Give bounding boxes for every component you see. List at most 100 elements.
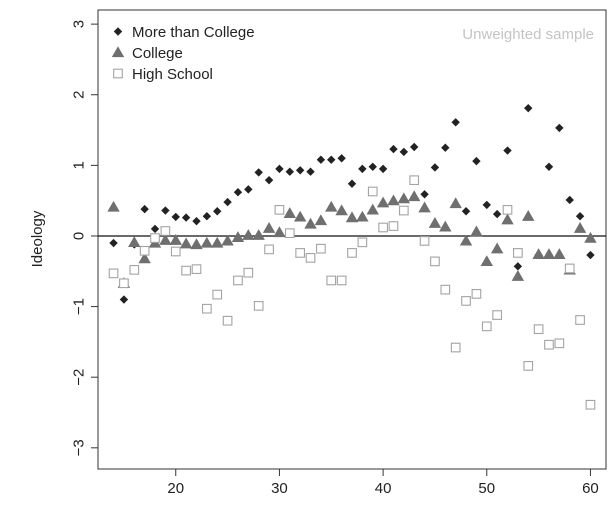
point-more-than-college [544,162,554,171]
point-more-than-college [430,163,440,172]
point-more-than-college [461,207,471,216]
point-high-school [513,248,523,258]
point-high-school [336,275,347,286]
point-college [273,226,286,238]
point-college [242,229,255,240]
point-high-school [544,339,554,350]
point-college [356,210,369,222]
point-college [470,225,483,237]
point-college [480,255,493,267]
point-more-than-college [420,190,429,199]
point-college [397,192,411,204]
point-college [325,200,338,212]
point-more-than-college [233,187,243,197]
point-high-school [575,315,585,325]
point-more-than-college [565,195,574,205]
point-high-school [243,267,254,278]
x-tick-label: 30 [271,480,288,497]
point-college [573,222,587,233]
point-high-school [316,243,326,254]
legend-marker-college [111,46,125,58]
point-more-than-college [524,103,533,113]
point-college [335,204,348,216]
y-tick-label: 0 [70,232,87,240]
point-high-school [347,248,357,258]
point-more-than-college [140,204,149,214]
annotation-text: Unweighted sample [462,26,594,43]
point-more-than-college [492,209,502,219]
point-college [304,217,317,229]
point-more-than-college [119,295,129,304]
point-high-school [492,310,502,320]
point-more-than-college [503,146,512,155]
point-high-school [274,204,285,215]
point-high-school [139,245,150,256]
point-high-school [440,284,451,295]
point-more-than-college [327,155,336,164]
point-high-school [108,268,119,279]
point-college [376,196,390,208]
data-points [107,103,597,410]
point-college [428,217,442,228]
point-high-school [481,321,492,332]
point-college [459,234,473,246]
point-high-school [502,204,513,215]
point-high-school [233,275,243,286]
point-more-than-college [150,224,160,234]
point-college [200,236,214,248]
point-college [511,270,525,281]
point-college [138,252,151,264]
point-more-than-college [513,262,523,271]
point-high-school [222,315,233,326]
point-college [532,248,545,259]
point-more-than-college [161,206,170,215]
legend-marker-more-than-college [113,27,123,36]
point-more-than-college [482,200,491,210]
point-more-than-college [181,213,191,222]
point-more-than-college [358,164,367,174]
point-high-school [554,338,565,349]
point-more-than-college [202,211,212,221]
point-more-than-college [244,185,253,194]
point-more-than-college [295,166,305,175]
point-high-school [461,296,471,306]
point-high-school [378,222,388,233]
point-college [128,236,141,247]
point-high-school [533,324,544,335]
point-college [522,209,535,221]
point-high-school [150,233,160,243]
legend: More than College College High School [111,24,255,83]
point-more-than-college [575,211,585,221]
point-more-than-college [586,250,595,260]
point-college [293,210,307,222]
point-college [262,222,276,233]
point-more-than-college [337,154,346,163]
point-high-school [253,301,264,311]
point-high-school [160,226,171,236]
point-college [190,238,203,250]
point-more-than-college [109,238,118,248]
point-more-than-college [378,164,388,174]
point-high-school [202,303,212,314]
point-high-school [450,342,461,353]
point-high-school [357,237,368,248]
point-high-school [585,399,596,410]
point-more-than-college [347,179,357,188]
point-high-school [212,289,223,300]
point-college [107,200,120,212]
point-more-than-college [171,212,180,222]
point-college [314,214,328,226]
point-high-school [471,289,482,299]
point-more-than-college [254,168,263,177]
point-more-than-college [399,147,409,157]
point-high-school [295,248,306,258]
point-high-school [430,256,440,267]
point-college [221,234,234,246]
point-high-school [129,265,140,275]
point-college [169,234,182,245]
point-high-school [388,221,399,231]
point-high-school [564,263,575,274]
point-more-than-college [223,197,232,207]
point-college [408,190,421,202]
point-high-school [398,205,409,216]
